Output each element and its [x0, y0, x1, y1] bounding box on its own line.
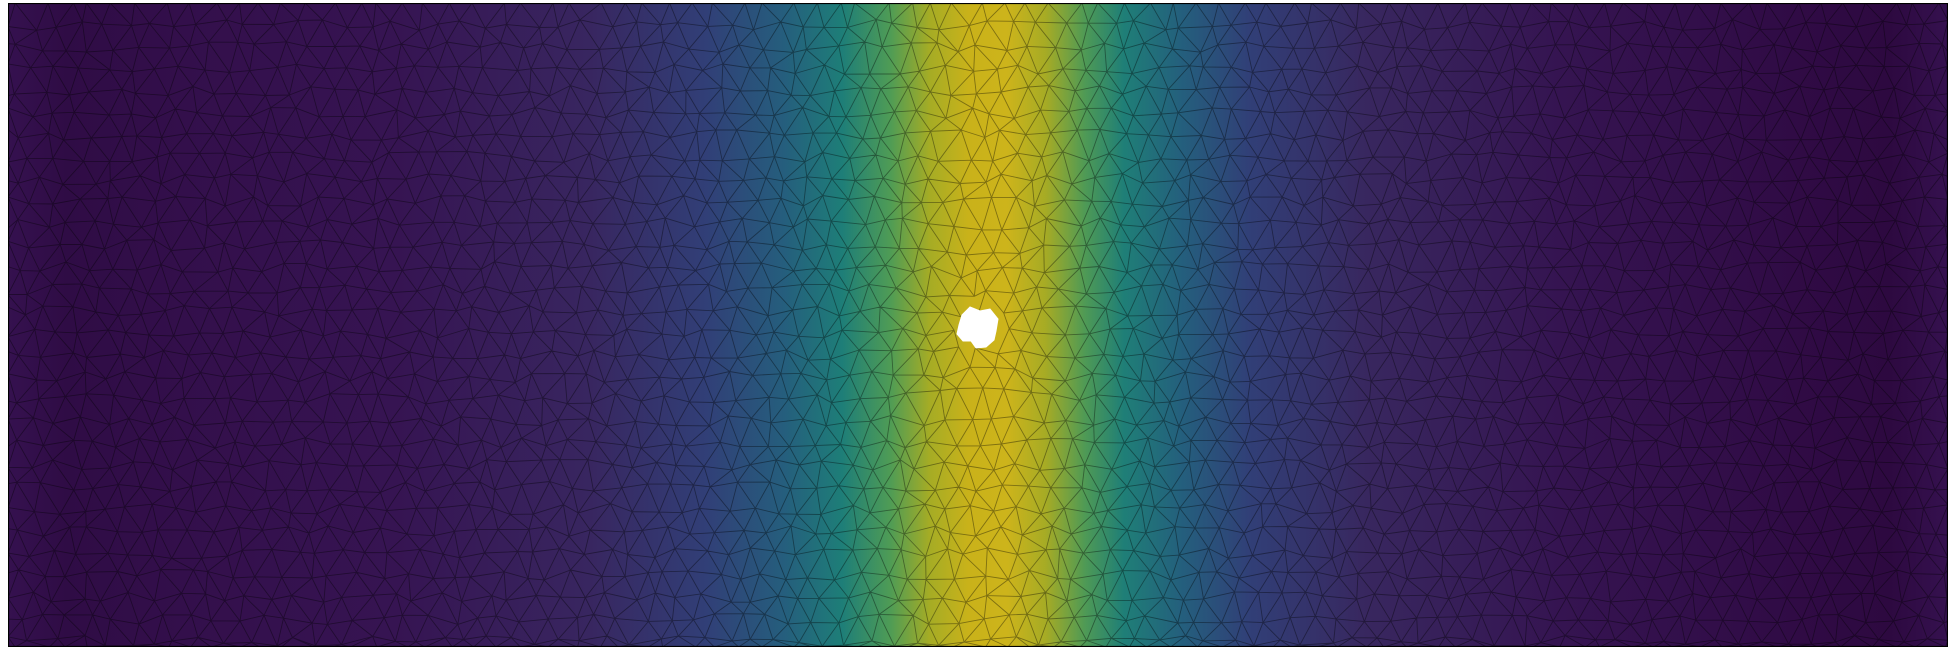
- plot-frame-border: [8, 3, 1948, 647]
- center-hole: [956, 306, 999, 349]
- mesh-field-svg: [8, 3, 1948, 647]
- mesh-edges: [8, 3, 1948, 647]
- mesh-plot: [8, 3, 1948, 647]
- triangle-mesh: [8, 3, 1948, 647]
